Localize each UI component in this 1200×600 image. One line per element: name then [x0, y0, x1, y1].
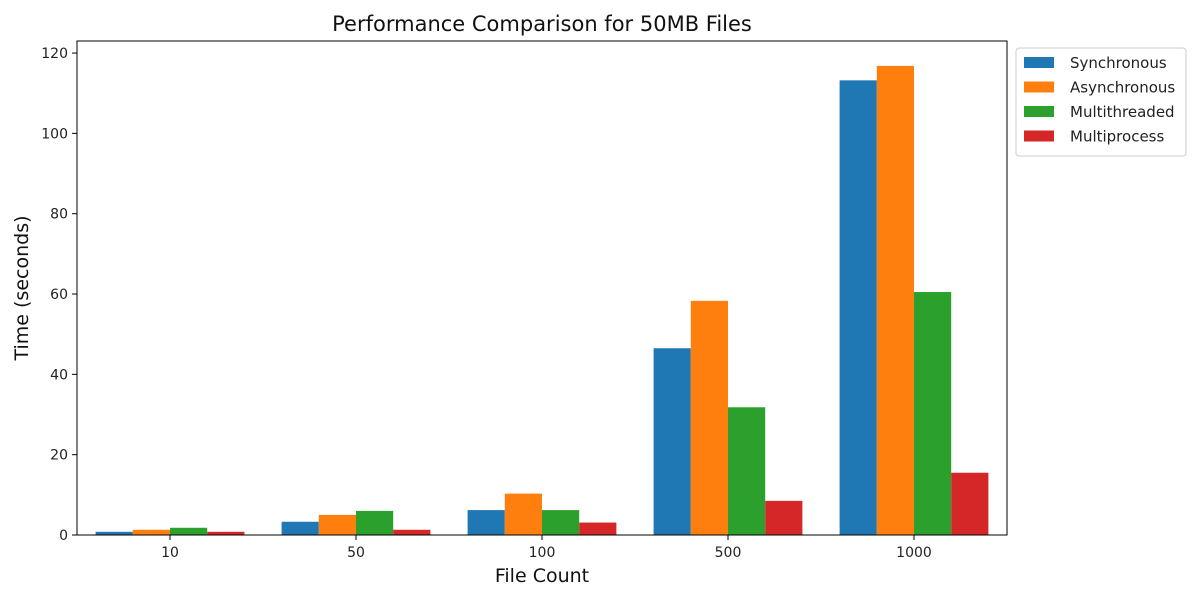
legend-swatch-synchronous	[1024, 57, 1054, 68]
bar-multithreaded-100	[542, 510, 580, 535]
chart-title: Performance Comparison for 50MB Files	[332, 12, 752, 36]
bar-asynchronous-10	[132, 529, 170, 535]
bar-multithreaded-10	[170, 527, 208, 535]
legend-label-asynchronous: Asynchronous	[1070, 79, 1175, 97]
y-tick-label: 80	[50, 207, 68, 223]
bar-multiprocess-10	[207, 531, 245, 535]
y-tick-label: 0	[59, 528, 68, 544]
bar-multithreaded-50	[356, 510, 394, 535]
bar-multithreaded-1000	[914, 292, 952, 535]
legend-swatch-multithreaded	[1024, 106, 1054, 117]
legend-label-synchronous: Synchronous	[1070, 54, 1167, 72]
bar-asynchronous-1000	[876, 65, 914, 536]
y-tick-label: 100	[41, 126, 68, 142]
legend: Synchronous Asynchronous Multithreaded Mult…	[1015, 47, 1187, 157]
y-tick-label: 40	[50, 367, 68, 383]
x-tick-label: 1000	[896, 545, 932, 561]
x-tick-label: 10	[161, 545, 179, 561]
y-axis: 0 20 40 60 80 100 120	[41, 46, 77, 544]
y-tick-label: 120	[41, 46, 68, 62]
y-axis-label: Time (seconds)	[11, 215, 33, 361]
bar-multiprocess-50	[393, 529, 431, 535]
bar-asynchronous-50	[318, 514, 356, 535]
legend-label-multiprocess: Multiprocess	[1070, 128, 1164, 146]
x-tick-label: 500	[715, 545, 742, 561]
bar-asynchronous-100	[504, 493, 542, 535]
x-axis-label: File Count	[495, 565, 589, 587]
bar-synchronous-10	[95, 531, 133, 535]
bar-synchronous-50	[281, 521, 319, 535]
bar-multiprocess-1000	[951, 472, 989, 535]
bar-synchronous-500	[653, 348, 691, 535]
bars-layer	[95, 65, 989, 536]
bar-multiprocess-500	[765, 500, 803, 535]
legend-swatch-multiprocess	[1024, 130, 1054, 142]
y-tick-label: 60	[50, 287, 68, 303]
x-tick-label: 50	[347, 545, 365, 561]
legend-label-multithreaded: Multithreaded	[1070, 103, 1175, 121]
bar-synchronous-1000	[839, 80, 877, 536]
bar-synchronous-100	[467, 510, 505, 535]
bar-multithreaded-500	[728, 407, 766, 535]
x-axis: 10 50 100 500 1000	[161, 535, 932, 561]
bar-asynchronous-500	[690, 300, 728, 535]
legend-box	[1015, 47, 1187, 157]
x-tick-label: 100	[529, 545, 556, 561]
y-tick-label: 20	[50, 448, 68, 464]
bar-multiprocess-100	[579, 522, 617, 535]
legend-swatch-asynchronous	[1024, 81, 1054, 93]
